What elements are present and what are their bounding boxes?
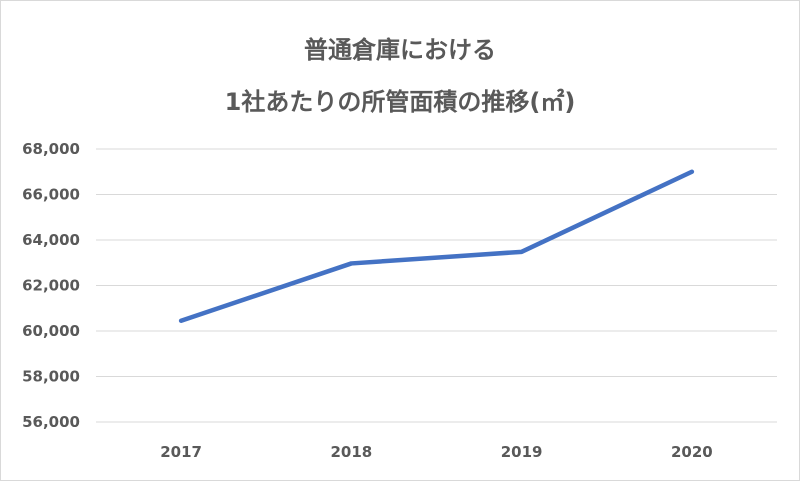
y-tick-label: 62,000 (22, 277, 80, 295)
series-line (178, 169, 695, 324)
y-tick-label: 58,000 (22, 368, 80, 386)
chart-title-line2: 1社あたりの所管面積の推移(㎡) (224, 88, 576, 116)
x-tick-label: 2017 (160, 443, 202, 461)
y-tick-label: 66,000 (22, 186, 80, 204)
chart-title-line1: 普通倉庫における (304, 36, 496, 64)
x-tick-label: 2019 (501, 443, 543, 461)
y-tick-label: 68,000 (22, 140, 80, 158)
y-tick-label: 64,000 (22, 231, 80, 249)
x-tick-label: 2020 (671, 443, 713, 461)
y-tick-label: 56,000 (22, 413, 80, 431)
x-tick-label: 2018 (331, 443, 373, 461)
y-tick-label: 60,000 (22, 322, 80, 340)
